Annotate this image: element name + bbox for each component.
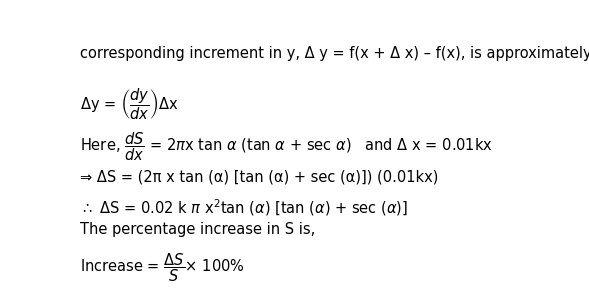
Text: ⇒ ΔS = (2π x tan (α) [tan (α) + sec (α)]) (0.01kx): ⇒ ΔS = (2π x tan (α) [tan (α) + sec (α)]… bbox=[80, 169, 438, 184]
Text: The percentage increase in S is,: The percentage increase in S is, bbox=[80, 222, 315, 237]
Text: corresponding increment in y, Δ y = f(x + Δ x) – f(x), is approximately given as: corresponding increment in y, Δ y = f(x … bbox=[80, 46, 589, 61]
Text: $\therefore$ $\Delta$S = 0.02 k $\pi$ x$^2$tan ($\alpha$) [tan ($\alpha$) + sec : $\therefore$ $\Delta$S = 0.02 k $\pi$ x$… bbox=[80, 197, 408, 218]
Text: Here, $\dfrac{dS}{dx}$ = 2$\pi$x tan $\alpha$ (tan $\alpha$ + sec $\alpha$)   an: Here, $\dfrac{dS}{dx}$ = 2$\pi$x tan $\a… bbox=[80, 131, 492, 163]
Text: Increase = $\dfrac{\Delta S}{S}$× 100%: Increase = $\dfrac{\Delta S}{S}$× 100% bbox=[80, 252, 244, 284]
Text: $\mathit{\Delta}$y = $\left(\dfrac{dy}{dx}\right)\mathit{\Delta}$x: $\mathit{\Delta}$y = $\left(\dfrac{dy}{d… bbox=[80, 86, 178, 121]
